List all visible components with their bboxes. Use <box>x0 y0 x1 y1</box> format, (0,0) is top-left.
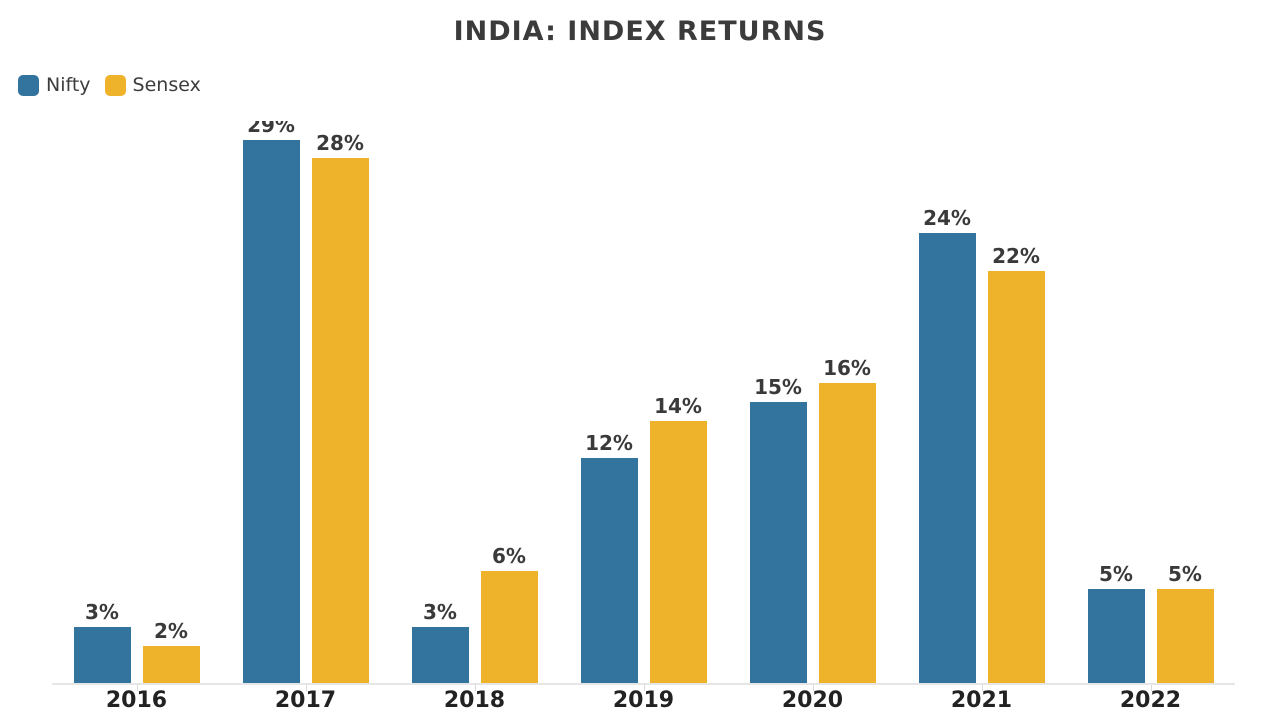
bar-value-label-nifty-2022: 5% <box>1099 562 1133 587</box>
bar-sensex-2020: 16% <box>818 356 876 683</box>
x-axis-label-2021: 2021 <box>950 688 1013 713</box>
axis-tick-2021 <box>981 685 983 691</box>
x-axis-label-2022: 2022 <box>1119 688 1182 713</box>
legend: Nifty Sensex <box>18 74 201 96</box>
plot-area: 3% 2% 29% 28% 3% 6% 12% 14% 15% 16% 24% 22% 5% 5% <box>52 121 1235 683</box>
bar-sensex-2019: 14% <box>649 394 707 683</box>
bar-group-2016: 3% 2% <box>52 121 221 683</box>
x-axis-label-2018: 2018 <box>443 688 506 713</box>
bar-nifty-2022: 5% <box>1087 562 1145 683</box>
x-axis-label-2020: 2020 <box>781 688 844 713</box>
x-axis-label-2016: 2016 <box>105 688 168 713</box>
bar-sensex-2022: 5% <box>1156 562 1214 683</box>
nifty-swatch-icon <box>18 74 39 96</box>
bar-value-label-sensex-2022: 5% <box>1168 562 1202 587</box>
chart-title: INDIA: INDEX RETURNS <box>453 16 827 47</box>
bar-nifty-2019: 12% <box>580 431 638 683</box>
x-axis-ticks <box>52 685 1235 692</box>
axis-tick-2019 <box>643 685 645 691</box>
bar-value-label-sensex-2019: 14% <box>654 393 702 418</box>
bar-nifty-2020: 15% <box>749 375 807 683</box>
legend-label-sensex: Sensex <box>132 74 201 96</box>
bar-group-2020: 15% 16% <box>728 121 897 683</box>
bar-sensex-2021: 22% <box>987 244 1045 683</box>
bar-value-label-nifty-2018: 3% <box>423 599 457 624</box>
x-axis-line <box>52 683 1235 685</box>
bar-value-label-sensex-2016: 2% <box>154 618 188 643</box>
bar-nifty-2018: 3% <box>411 600 469 683</box>
legend-item-nifty: Nifty <box>18 74 91 96</box>
axis-tick-2017 <box>305 685 307 691</box>
bar-group-2022: 5% 5% <box>1066 121 1235 683</box>
bar-nifty-2016: 3% <box>73 600 131 683</box>
bar-group-2018: 3% 6% <box>390 121 559 683</box>
bar-nifty-2021: 24% <box>918 206 976 683</box>
bar-value-label-nifty-2017: 29% <box>247 121 295 137</box>
x-axis-label-2019: 2019 <box>612 688 675 713</box>
bar-sensex-2016: 2% <box>142 619 200 683</box>
bar-sensex-2017: 28% <box>311 131 369 683</box>
sensex-swatch-icon <box>104 74 126 96</box>
legend-item-sensex: Sensex <box>104 74 201 96</box>
axis-tick-2020 <box>812 685 814 691</box>
x-axis-label-2017: 2017 <box>274 688 337 713</box>
bar-value-label-sensex-2017: 28% <box>316 131 364 156</box>
bar-group-2019: 12% 14% <box>559 121 728 683</box>
axis-tick-2016 <box>136 685 138 691</box>
legend-label-nifty: Nifty <box>46 74 91 96</box>
bar-group-2017: 29% 28% <box>221 121 390 683</box>
bar-value-label-sensex-2021: 22% <box>992 243 1040 268</box>
bar-value-label-sensex-2020: 16% <box>823 356 871 381</box>
bar-nifty-2017: 29% <box>242 121 300 683</box>
bar-value-label-nifty-2019: 12% <box>585 431 633 456</box>
bar-group-2021: 24% 22% <box>897 121 1066 683</box>
x-axis-labels: 2016 2017 2018 2019 2020 2021 2022 <box>52 688 1235 713</box>
bar-value-label-nifty-2021: 24% <box>923 206 971 231</box>
bar-value-label-sensex-2018: 6% <box>492 543 526 568</box>
axis-tick-2022 <box>1150 685 1152 691</box>
bar-value-label-nifty-2016: 3% <box>85 599 119 624</box>
bar-value-label-nifty-2020: 15% <box>754 375 802 399</box>
bar-sensex-2018: 6% <box>480 544 538 683</box>
axis-tick-2018 <box>474 685 476 691</box>
